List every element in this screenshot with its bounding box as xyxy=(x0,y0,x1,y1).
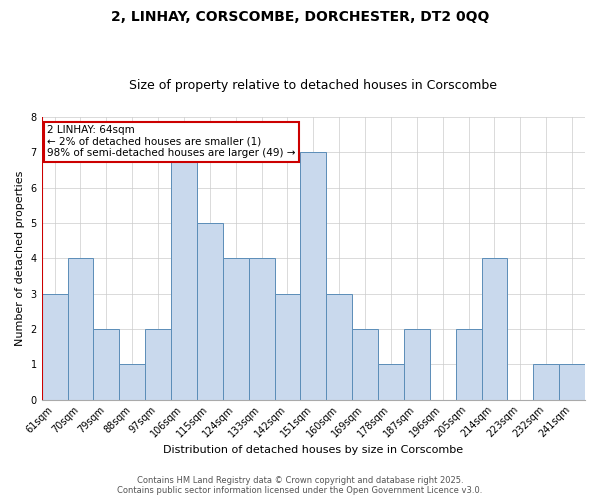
Bar xyxy=(41,294,68,400)
Bar xyxy=(223,258,248,400)
Bar xyxy=(197,223,223,400)
Y-axis label: Number of detached properties: Number of detached properties xyxy=(15,170,25,346)
Bar xyxy=(68,258,94,400)
Bar xyxy=(378,364,404,400)
Text: 2 LINHAY: 64sqm
← 2% of detached houses are smaller (1)
98% of semi-detached hou: 2 LINHAY: 64sqm ← 2% of detached houses … xyxy=(47,126,296,158)
X-axis label: Distribution of detached houses by size in Corscombe: Distribution of detached houses by size … xyxy=(163,445,463,455)
Text: Contains HM Land Registry data © Crown copyright and database right 2025.
Contai: Contains HM Land Registry data © Crown c… xyxy=(118,476,482,495)
Bar xyxy=(482,258,508,400)
Bar xyxy=(275,294,301,400)
Bar xyxy=(119,364,145,400)
Bar xyxy=(533,364,559,400)
Bar xyxy=(455,329,482,400)
Bar xyxy=(145,329,171,400)
Bar xyxy=(352,329,378,400)
Bar xyxy=(326,294,352,400)
Bar xyxy=(171,152,197,400)
Bar xyxy=(301,152,326,400)
Bar xyxy=(94,329,119,400)
Bar xyxy=(559,364,585,400)
Bar xyxy=(404,329,430,400)
Title: Size of property relative to detached houses in Corscombe: Size of property relative to detached ho… xyxy=(130,79,497,92)
Bar xyxy=(248,258,275,400)
Text: 2, LINHAY, CORSCOMBE, DORCHESTER, DT2 0QQ: 2, LINHAY, CORSCOMBE, DORCHESTER, DT2 0Q… xyxy=(111,10,489,24)
